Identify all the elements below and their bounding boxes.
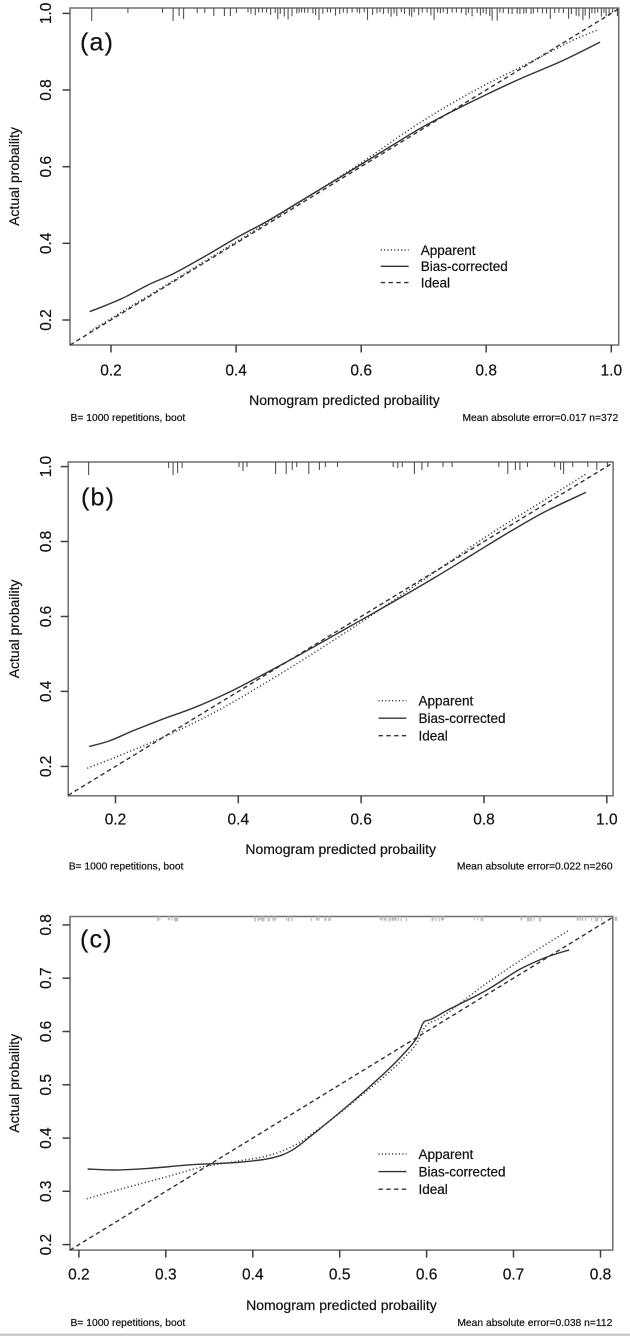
svg-text:0.6: 0.6 [38,1021,55,1043]
svg-text:0.5: 0.5 [329,1266,351,1283]
svg-text:Actual probaility: Actual probaility [6,579,22,678]
svg-text:0.8: 0.8 [475,362,497,379]
svg-text:0.6: 0.6 [38,156,55,178]
svg-text:1.0: 1.0 [38,455,55,477]
svg-text:0.2: 0.2 [105,812,127,829]
svg-text:0.6: 0.6 [350,362,372,379]
svg-text:0.6: 0.6 [350,812,372,829]
svg-text:Bias-corrected: Bias-corrected [419,711,506,726]
svg-text:0.8: 0.8 [590,1266,612,1283]
svg-text:Ideal: Ideal [421,276,450,291]
svg-text:0.2: 0.2 [100,362,122,379]
svg-text:0.3: 0.3 [155,1266,177,1283]
svg-text:Apparent: Apparent [419,1147,474,1162]
svg-text:0.8: 0.8 [473,812,495,829]
svg-text:Apparent: Apparent [419,694,474,709]
svg-text:0.2: 0.2 [68,1266,90,1283]
svg-text:0.2: 0.2 [38,1234,55,1256]
svg-text:0.4: 0.4 [38,1127,55,1149]
svg-text:Actual probaility: Actual probaility [6,1034,22,1133]
svg-text:Mean absolute error=0.022 n=26: Mean absolute error=0.022 n=260 [457,862,613,873]
svg-text:1.0: 1.0 [38,2,55,24]
svg-text:0.4: 0.4 [242,1266,264,1283]
svg-text:(a): (a) [80,29,114,57]
svg-text:0.8: 0.8 [38,531,55,553]
svg-text:Nomogram predicted probaility: Nomogram predicted probaility [245,841,436,857]
svg-text:0.4: 0.4 [228,812,250,829]
svg-text:0.6: 0.6 [38,606,55,628]
svg-text:0.7: 0.7 [503,1266,525,1283]
svg-text:(b): (b) [81,483,115,511]
svg-text:0.4: 0.4 [225,362,247,379]
svg-text:(c): (c) [80,925,113,953]
svg-text:0.5: 0.5 [38,1074,55,1096]
svg-text:Apparent: Apparent [421,243,476,258]
svg-text:0.8: 0.8 [38,79,55,101]
svg-text:Mean absolute error=0.038 n=11: Mean absolute error=0.038 n=112 [457,1318,612,1329]
svg-text:0.2: 0.2 [38,309,55,331]
svg-text:Bias-corrected: Bias-corrected [421,259,508,274]
svg-text:Mean absolute error=0.017 n=37: Mean absolute error=0.017 n=372 [462,413,618,424]
svg-text:B= 1000 repetitions, boot: B= 1000 repetitions, boot [69,862,184,873]
svg-text:0.8: 0.8 [38,914,55,936]
svg-text:B= 1000 repetitions, boot: B= 1000 repetitions, boot [71,413,186,424]
svg-text:0.4: 0.4 [38,232,55,254]
svg-text:B= 1000 repetitions, boot: B= 1000 repetitions, boot [71,1318,186,1329]
svg-text:1.0: 1.0 [596,812,618,829]
svg-text:Actual probaility: Actual probaility [6,127,22,226]
svg-text:0.7: 0.7 [38,967,55,989]
svg-text:Bias-corrected: Bias-corrected [419,1165,506,1180]
svg-text:Nomogram predicted probaility: Nomogram predicted probaility [246,1297,437,1313]
svg-text:Nomogram predicted probaility: Nomogram predicted probaility [249,392,440,408]
svg-text:0.2: 0.2 [38,756,55,778]
svg-text:Ideal: Ideal [419,1182,448,1197]
svg-text:1.0: 1.0 [601,362,623,379]
svg-text:0.3: 0.3 [38,1181,55,1203]
svg-text:Ideal: Ideal [419,729,448,744]
svg-text:0.4: 0.4 [38,680,55,702]
svg-text:0.6: 0.6 [416,1266,438,1283]
